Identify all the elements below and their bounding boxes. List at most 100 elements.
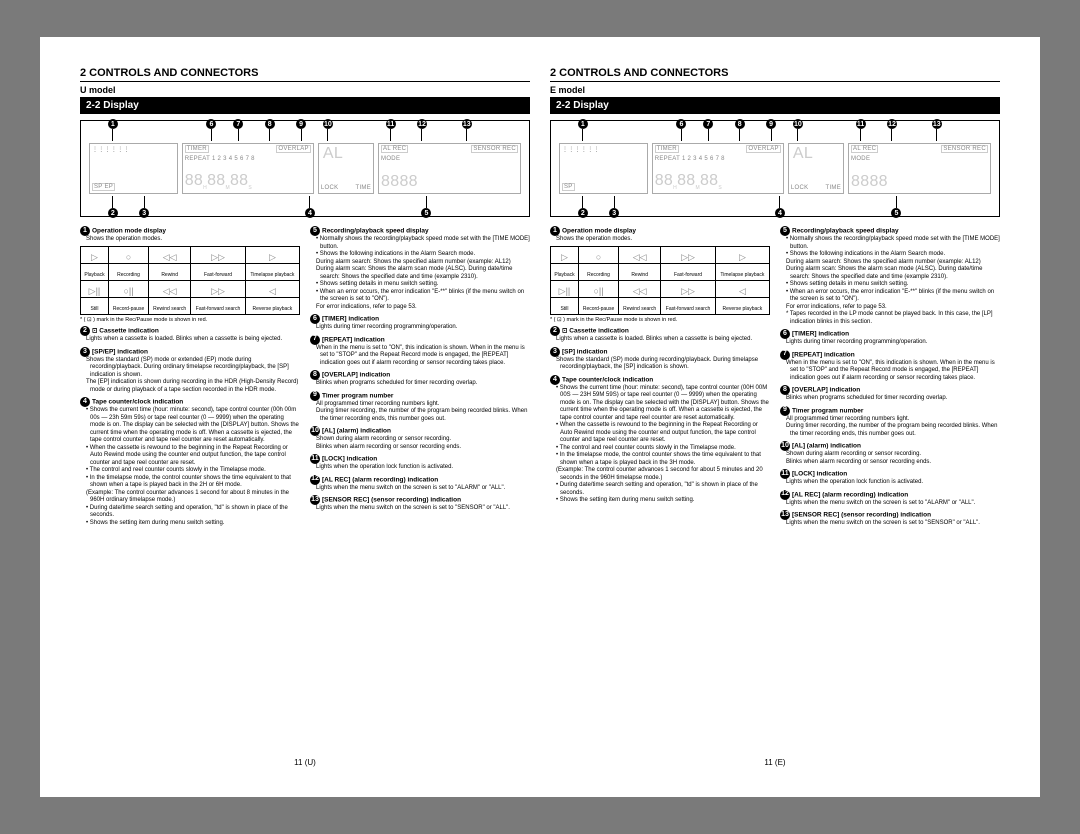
item-7-header: 7[REPEAT] indication bbox=[780, 350, 1000, 360]
item-10-header: 10[AL] (alarm) indication bbox=[780, 441, 1000, 451]
callout-13: 13 bbox=[932, 119, 942, 129]
table-cell: Still bbox=[81, 297, 109, 314]
lcd-panel: ⋮⋮⋮⋮⋮⋮SP EPTIMEROVERLAPREPEAT 1 2 3 4 5 … bbox=[89, 143, 521, 194]
item-9-body: All programmed timer recording numbers l… bbox=[316, 401, 530, 424]
right-column: 2 CONTROLS AND CONNECTORSE model2-2 Disp… bbox=[550, 67, 1000, 767]
item-5-header: 5Recording/playback speed display bbox=[310, 226, 530, 236]
body-col-left: 1Operation mode displayShows the operati… bbox=[80, 223, 300, 754]
table-cell: Fast-forward bbox=[661, 263, 716, 280]
table-cell: Reverse playback bbox=[245, 297, 299, 314]
callout-9: 9 bbox=[296, 119, 306, 129]
callout-6: 6 bbox=[676, 119, 686, 129]
item-1-header: 1Operation mode display bbox=[80, 226, 300, 236]
item-2-body: Lights when a cassette is loaded. Blinks… bbox=[556, 336, 770, 344]
item-1-header: 1Operation mode display bbox=[550, 226, 770, 236]
table-cell: Record-pause bbox=[578, 297, 618, 314]
table-cell: Fast-forward search bbox=[191, 297, 246, 314]
item-5-header: 5Recording/playback speed display bbox=[780, 226, 1000, 236]
item-11-header: 11[LOCK] indication bbox=[780, 469, 1000, 479]
item-12-header: 12[AL REC] (alarm recording) indication bbox=[310, 475, 530, 485]
item-7-body: When in the menu is set to "ON", this in… bbox=[316, 345, 530, 368]
callout-3: 3 bbox=[609, 208, 619, 218]
item-7-header: 7[REPEAT] indication bbox=[310, 335, 530, 345]
mode-table: ▷○◁◁▷▷▷PlaybackRecordingRewindFast-forwa… bbox=[80, 246, 300, 315]
subsection-bar: 2-2 Display bbox=[80, 97, 530, 114]
table-cell: Rewind bbox=[619, 263, 661, 280]
item-2-header: 2⊡ Cassette indication bbox=[80, 326, 300, 336]
item-1-body: Shows the operation modes. bbox=[556, 236, 770, 244]
table-cell: Still bbox=[551, 297, 579, 314]
callout-8: 8 bbox=[735, 119, 745, 129]
table-note: * ( ⊡ ) mark in the Rec/Pause mode is sh… bbox=[550, 317, 770, 324]
table-cell: Rewind search bbox=[619, 297, 661, 314]
item-8-header: 8[OVERLAP] indication bbox=[780, 385, 1000, 395]
callout-4: 4 bbox=[775, 208, 785, 218]
callout-1: 1 bbox=[108, 119, 118, 129]
item-9-header: 9Timer program number bbox=[780, 406, 1000, 416]
display-diagram: 16789101112132345⋮⋮⋮⋮⋮⋮SPTIMEROVERLAPREP… bbox=[550, 120, 1000, 217]
callout-11: 11 bbox=[856, 119, 866, 129]
item-3-body: Shows the standard (SP) mode during reco… bbox=[556, 357, 770, 372]
page-number: 11 (E) bbox=[550, 758, 1000, 767]
table-cell: Record-pause bbox=[108, 297, 148, 314]
item-13-header: 13[SENSOR REC] (sensor recording) indica… bbox=[310, 495, 530, 505]
item-12-body: Lights when the menu switch on the scree… bbox=[786, 500, 1000, 508]
item-8-body: Blinks when programs scheduled for timer… bbox=[316, 380, 530, 388]
item-12-header: 12[AL REC] (alarm recording) indication bbox=[780, 490, 1000, 500]
callout-2: 2 bbox=[578, 208, 588, 218]
table-cell: Playback bbox=[551, 263, 579, 280]
item-5-body: • Normally shows the recording/playback … bbox=[786, 236, 1000, 326]
item-2-body: Lights when a cassette is loaded. Blinks… bbox=[86, 336, 300, 344]
callout-13: 13 bbox=[462, 119, 472, 129]
model-label: U model bbox=[80, 85, 530, 95]
body-col-right: 5Recording/playback speed display• Norma… bbox=[780, 223, 1000, 754]
item-3-header: 3[SP] indication bbox=[550, 347, 770, 357]
item-13-body: Lights when the menu switch on the scree… bbox=[786, 520, 1000, 528]
table-cell: Rewind search bbox=[149, 297, 191, 314]
lcd-panel: ⋮⋮⋮⋮⋮⋮SPTIMEROVERLAPREPEAT 1 2 3 4 5 6 7… bbox=[559, 143, 991, 194]
item-9-body: All programmed timer recording numbers l… bbox=[786, 416, 1000, 439]
callout-1: 1 bbox=[578, 119, 588, 129]
manual-page: 2 CONTROLS AND CONNECTORS U model 2-2 Disp… bbox=[40, 37, 1040, 797]
callout-6: 6 bbox=[206, 119, 216, 129]
callout-5: 5 bbox=[891, 208, 901, 218]
table-cell: Timelapse playback bbox=[245, 263, 299, 280]
callout-9: 9 bbox=[766, 119, 776, 129]
item-13-header: 13[SENSOR REC] (sensor recording) indica… bbox=[780, 510, 1000, 520]
table-cell: Rewind bbox=[149, 263, 191, 280]
body-columns: 1Operation mode displayShows the operati… bbox=[550, 223, 1000, 754]
callout-12: 12 bbox=[417, 119, 427, 129]
item-6-header: 6[TIMER] indication bbox=[780, 329, 1000, 339]
item-4-header: 4Tape counter/clock indication bbox=[550, 375, 770, 385]
item-3-header: 3[SP/EP] indication bbox=[80, 347, 300, 357]
item-6-body: Lights during timer recording programmin… bbox=[786, 339, 1000, 347]
callout-10: 10 bbox=[323, 119, 333, 129]
item-8-body: Blinks when programs scheduled for timer… bbox=[786, 395, 1000, 403]
table-cell: Timelapse playback bbox=[715, 263, 769, 280]
item-10-body: Shown during alarm recording or sensor r… bbox=[316, 436, 530, 451]
table-cell: Recording bbox=[108, 263, 148, 280]
display-diagram: 16789101112132345⋮⋮⋮⋮⋮⋮SP EPTIMEROVERLAP… bbox=[80, 120, 530, 217]
item-4-header: 4Tape counter/clock indication bbox=[80, 397, 300, 407]
item-9-header: 9Timer program number bbox=[310, 391, 530, 401]
callout-10: 10 bbox=[793, 119, 803, 129]
item-13-body: Lights when the menu switch on the scree… bbox=[316, 505, 530, 513]
table-cell: Fast-forward search bbox=[661, 297, 716, 314]
callout-2: 2 bbox=[108, 208, 118, 218]
item-2-header: 2⊡ Cassette indication bbox=[550, 326, 770, 336]
item-5-body: • Normally shows the recording/playback … bbox=[316, 236, 530, 311]
item-6-body: Lights during timer recording programmin… bbox=[316, 324, 530, 332]
section-title: 2 CONTROLS AND CONNECTORS bbox=[550, 67, 1000, 82]
item-4-body: • Shows the current time (hour: minute: … bbox=[556, 385, 770, 505]
item-11-body: Lights when the operation lock function … bbox=[316, 464, 530, 472]
item-3-body: Shows the standard (SP) mode or extended… bbox=[86, 357, 300, 395]
table-cell: Fast-forward bbox=[191, 263, 246, 280]
item-11-body: Lights when the operation lock function … bbox=[786, 479, 1000, 487]
callout-8: 8 bbox=[265, 119, 275, 129]
item-7-body: When in the menu is set to "ON", this in… bbox=[786, 360, 1000, 383]
body-columns: 1Operation mode displayShows the operati… bbox=[80, 223, 530, 754]
body-col-right: 5Recording/playback speed display• Norma… bbox=[310, 223, 530, 754]
item-12-body: Lights when the menu switch on the scree… bbox=[316, 485, 530, 493]
callout-11: 11 bbox=[386, 119, 396, 129]
subsection-bar: 2-2 Display bbox=[550, 97, 1000, 114]
